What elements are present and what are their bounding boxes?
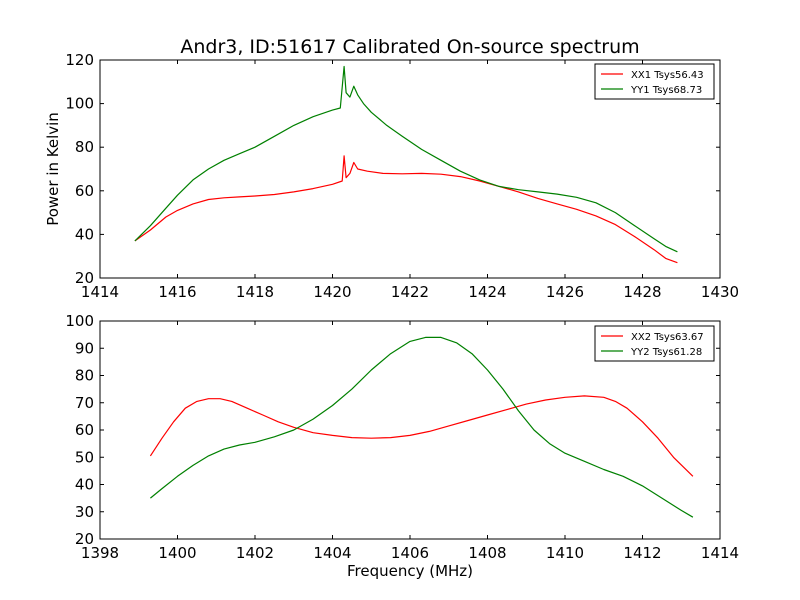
top-y-tick-label: 120 [65, 51, 94, 69]
bottom-y-tick-label: 40 [75, 476, 94, 494]
top-series-line-2 [134, 65, 678, 253]
top-y-tick-label: 80 [75, 138, 94, 156]
bottom-x-tick-label: 1412 [623, 544, 661, 562]
top-legend: XX1 Tsys56.43 YY1 Tsys68.73 [594, 63, 715, 100]
bottom-x-tick-label: 1406 [391, 544, 429, 562]
top-series-lines [134, 65, 678, 264]
bottom-y-tick-label: 80 [75, 367, 94, 385]
top-y-tick-label: 40 [75, 225, 94, 243]
bottom-y-tick-label: 70 [75, 394, 94, 412]
top-legend-box [594, 63, 715, 100]
bottom-x-tick-label: 1410 [546, 544, 584, 562]
top-x-tick-label: 1422 [391, 283, 429, 301]
top-legend-label-1: XX1 Tsys56.43 [631, 70, 704, 81]
top-y-tick-label: 60 [75, 182, 94, 200]
bottom-x-tick-label: 1404 [313, 544, 351, 562]
top-legend-label-2: YY1 Tsys68.73 [630, 85, 702, 96]
bottom-legend: XX2 Tsys63.67 YY2 Tsys61.28 [594, 325, 715, 362]
bottom-y-tick-label: 30 [75, 503, 94, 521]
bottom-axis-ticks: 1398 1400 1402 1404 1406 1408 1410 1412 1414 20 30… [65, 312, 739, 562]
bottom-x-tick-label: 1402 [236, 544, 274, 562]
bottom-x-tick-label: 1398 [81, 544, 119, 562]
bottom-x-tick-label: 1414 [701, 544, 739, 562]
chart-title: Andr3, ID:51617 Calibrated On-source spe… [180, 36, 639, 58]
x-axis-label: Frequency (MHz) [347, 562, 473, 580]
bottom-legend-label-1: XX2 Tsys63.67 [631, 332, 704, 343]
bottom-y-tick-label: 20 [75, 530, 94, 548]
bottom-legend-box [594, 325, 715, 362]
bottom-spectrum-plot: 1398 1400 1402 1404 1406 1408 1410 1412 1414 20 30… [65, 312, 739, 580]
bottom-y-tick-label: 90 [75, 339, 94, 357]
top-x-tick-label: 1426 [546, 283, 584, 301]
bottom-x-tick-label: 1400 [158, 544, 196, 562]
bottom-series-lines [149, 336, 694, 518]
bottom-y-tick-label: 50 [75, 448, 94, 466]
bottom-series-line-1 [149, 395, 694, 477]
top-y-tick-label: 100 [65, 95, 94, 113]
top-x-tick-label: 1430 [701, 283, 739, 301]
top-axis-ticks: 1414 1416 1418 1420 1422 1424 1426 1428 1430 20 40… [65, 51, 739, 301]
top-x-tick-label: 1428 [623, 283, 661, 301]
top-y-tick-label: 20 [75, 269, 94, 287]
top-spectrum-plot: 1414 1416 1418 1420 1422 1424 1426 1428 1430 20 40… [44, 51, 739, 301]
bottom-x-tick-label: 1408 [468, 544, 506, 562]
top-x-tick-label: 1414 [81, 283, 119, 301]
top-x-tick-label: 1424 [468, 283, 506, 301]
bottom-y-tick-label: 100 [65, 312, 94, 330]
top-x-tick-label: 1416 [158, 283, 196, 301]
bottom-legend-label-2: YY2 Tsys61.28 [630, 347, 702, 358]
bottom-series-line-2 [150, 336, 694, 518]
top-x-tick-label: 1420 [313, 283, 351, 301]
bottom-y-tick-label: 60 [75, 421, 94, 439]
top-x-tick-label: 1418 [236, 283, 274, 301]
top-series-line-1 [134, 155, 678, 264]
top-y-axis-label: Power in Kelvin [44, 112, 62, 226]
